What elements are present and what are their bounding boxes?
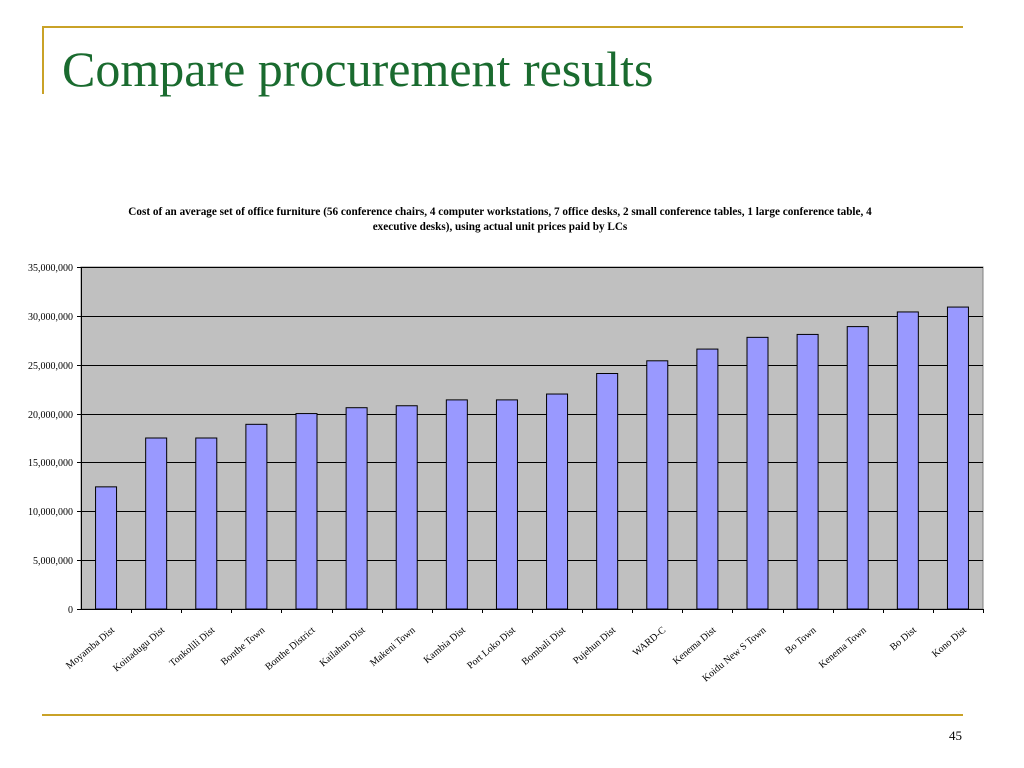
y-tick-label: 20,000,000	[28, 410, 73, 421]
bar	[495, 399, 518, 610]
y-tick-label: 5,000,000	[33, 556, 73, 567]
x-tick-label: Port Loko Dist	[465, 625, 518, 672]
bar	[345, 407, 368, 610]
bar	[295, 413, 318, 610]
x-tick-label: Kambia Dist	[422, 625, 468, 666]
bar	[646, 360, 669, 610]
x-tick-label: Kenema Town	[817, 625, 869, 671]
bar	[95, 486, 118, 610]
x-tick-label: Kenema Dist	[671, 625, 718, 667]
bar	[796, 333, 819, 610]
x-tick-label: Moyamba Dist	[64, 625, 117, 672]
bar	[846, 326, 869, 610]
page-number: 45	[949, 728, 962, 743]
chart-title: Cost of an average set of office furnitu…	[128, 206, 872, 233]
x-tick-label: Bombali Dist	[520, 625, 568, 668]
y-tick-label: 10,000,000	[28, 507, 73, 518]
frame-top-line	[42, 26, 963, 28]
bar	[145, 437, 168, 610]
bar	[546, 393, 569, 610]
y-tick-label: 30,000,000	[28, 312, 73, 323]
x-tick-label: WARD-C	[631, 625, 669, 659]
y-tick-label: 25,000,000	[28, 361, 73, 372]
x-tick-label: Bo Town	[783, 625, 818, 657]
x-tick-label: Kono Dist	[930, 625, 969, 660]
bar	[896, 311, 919, 610]
bar	[696, 348, 719, 610]
bar	[946, 306, 969, 610]
y-tick-label: 35,000,000	[28, 263, 73, 274]
bar	[746, 336, 769, 610]
x-tick-label: Tonkolili Dist	[167, 625, 217, 669]
bar	[445, 399, 468, 610]
x-tick-label: Koinadugu Dist	[111, 625, 167, 674]
bar	[245, 423, 268, 610]
x-tick-label: Makeni Town	[368, 625, 418, 669]
x-tick-label: Bonthe Town	[219, 625, 267, 668]
x-tick-label: Pujehun Dist	[571, 625, 618, 667]
y-tick-label: 0	[68, 605, 73, 616]
bar	[596, 373, 619, 610]
frame-bottom-line	[42, 714, 963, 716]
bar	[395, 405, 418, 610]
x-tick-label: Bonthe District	[263, 625, 317, 673]
bar	[195, 437, 218, 610]
x-tick-label: Kailahun Dist	[318, 625, 368, 669]
slide-title: Compare procurement results	[62, 41, 654, 97]
x-tick-label: Bo Dist	[888, 625, 919, 653]
y-tick-label: 15,000,000	[28, 458, 73, 469]
frame-left-line	[42, 26, 44, 94]
